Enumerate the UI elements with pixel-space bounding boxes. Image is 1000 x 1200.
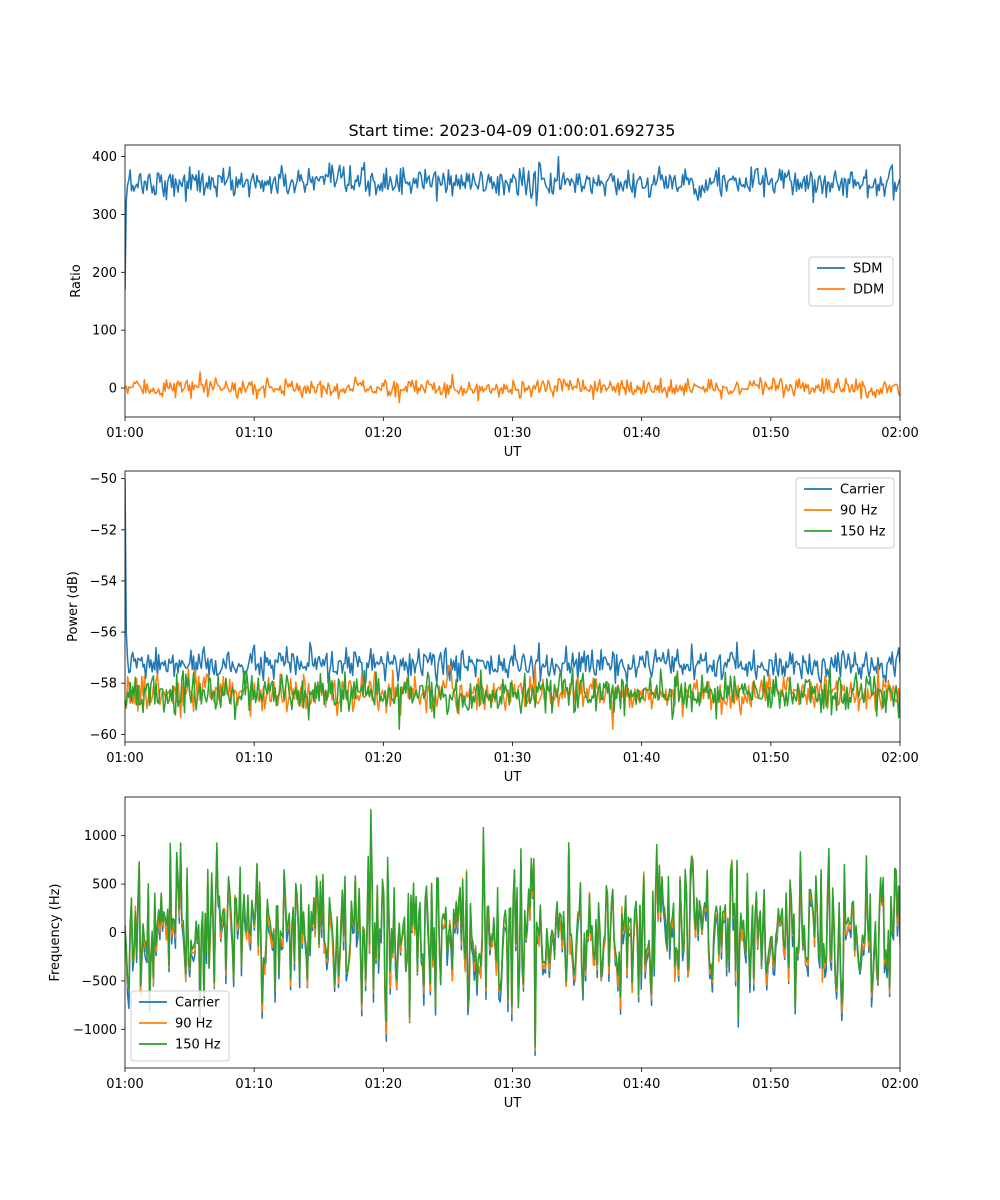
x-tick-label: 01:50 [752,1077,789,1092]
y-tick-label: −58 [90,677,117,692]
legend-label: 150 Hz [175,1038,221,1053]
legend-label: 150 Hz [840,525,886,540]
x-tick-label: 01:30 [494,1077,531,1092]
legend-label: SDM [853,262,882,277]
legend-box [808,256,894,307]
legend: Carrier 90 Hz 150 Hz [795,477,895,549]
legend-label: DDM [853,283,884,298]
legend: SDM DDM [808,256,894,307]
y-axis-label: Power (dB) [66,571,81,642]
y-tick-label: 1000 [84,829,117,844]
y-tick-label: 300 [92,208,117,223]
x-tick-label: 01:30 [494,751,531,766]
x-tick-label: 01:20 [365,1077,402,1092]
frequency-panel: 01:00 01:10 01:20 01:30 01:40 01:50 02:00 −1000… [48,796,919,1111]
y-tick-label: −60 [90,728,117,743]
x-tick-label: 01:10 [235,751,272,766]
x-tick-label: 01:50 [752,426,789,441]
x-tick-label: 01:20 [365,426,402,441]
x-tick-label: 01:10 [235,426,272,441]
x-tick-label: 01:40 [623,1077,660,1092]
x-tick-label: 01:10 [235,1077,272,1092]
x-tick-label: 01:30 [494,426,531,441]
y-tick-label: 200 [92,266,117,281]
series-line-carrier [125,478,900,684]
x-tick-label: 02:00 [881,751,918,766]
y-tick-label: 100 [92,324,117,339]
x-axis-label: UT [504,1096,522,1111]
y-tick-label: 0 [109,382,117,397]
series-line-150-hz [125,808,900,1048]
legend: Carrier 90 Hz 150 Hz [130,990,230,1062]
x-tick-label: 02:00 [881,426,918,441]
y-tick-label: −1000 [73,1023,117,1038]
x-axis-label: UT [504,770,522,785]
figure-title: Start time: 2023-04-09 01:00:01.692735 [349,121,676,140]
y-tick-label: 0 [109,926,117,941]
x-tick-label: 01:00 [106,751,143,766]
x-tick-label: 01:40 [623,751,660,766]
x-tick-label: 01:00 [106,1077,143,1092]
x-tick-label: 01:00 [106,426,143,441]
y-tick-label: 500 [92,878,117,893]
x-tick-label: 01:50 [752,751,789,766]
y-axis-label: Ratio [69,264,84,297]
legend-label: Carrier [175,996,220,1011]
series-line-ddm [125,371,900,404]
legend-label: Carrier [840,483,885,498]
y-tick-label: 400 [92,150,117,165]
legend-label: 90 Hz [175,1017,212,1032]
y-tick-label: −52 [90,523,117,538]
series-line-150-hz [125,667,900,730]
x-tick-label: 02:00 [881,1077,918,1092]
y-tick-label: −500 [81,974,117,989]
power-panel: 01:00 01:10 01:20 01:30 01:40 01:50 02:00 −60 −5… [66,470,919,785]
y-axis-label: Frequency (Hz) [48,883,63,981]
y-tick-label: −50 [90,472,117,487]
x-tick-label: 01:40 [623,426,660,441]
series-line-sdm [125,155,900,290]
y-tick-label: −56 [90,626,117,641]
legend-label: 90 Hz [840,504,877,519]
y-tick-label: −54 [90,574,117,589]
x-axis-label: UT [504,445,522,460]
x-tick-label: 01:20 [365,751,402,766]
ratio-panel: 01:00 01:10 01:20 01:30 01:40 01:50 02:00 0 100 2… [69,144,919,460]
